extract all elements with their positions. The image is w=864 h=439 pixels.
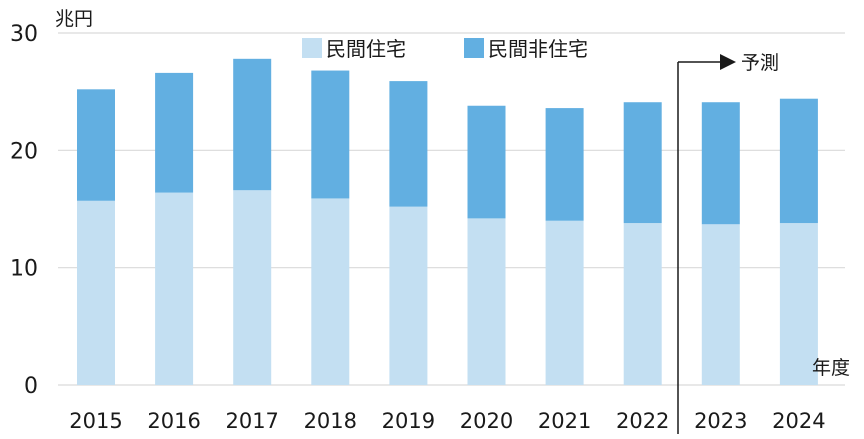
forecast-label: 予測: [741, 52, 779, 74]
x-axis-unit-label: 年度: [812, 357, 850, 379]
x-tick-label: 2019: [382, 409, 435, 433]
bar-residential-2024: [779, 223, 818, 385]
forecast-marker: 予測: [677, 52, 779, 434]
x-axis: 2015 2016 2017 2018 2019 2020 2021 2022 2023 2024: [69, 409, 825, 433]
y-axis: 0 10 20 30: [10, 22, 38, 399]
x-tick-label: 2016: [147, 409, 200, 433]
bar-non-residential-2023: [701, 102, 740, 225]
forecast-arrow-head: [720, 54, 736, 70]
bar-non-residential-2017: [233, 58, 272, 191]
bar-residential-2016: [155, 192, 194, 385]
bar-non-residential-2018: [311, 70, 350, 199]
x-tick-label: 2021: [538, 409, 591, 433]
bar-non-residential-2016: [155, 72, 194, 193]
y-axis-unit-label: 兆円: [55, 8, 93, 30]
legend-label-residential: 民間住宅: [326, 37, 406, 61]
bar-residential-2023: [701, 224, 740, 385]
bars: [77, 58, 818, 385]
x-tick-label: 2024: [772, 409, 825, 433]
bar-residential-2017: [233, 190, 272, 385]
legend-label-non-residential: 民間非住宅: [488, 37, 588, 61]
x-tick-label: 2020: [460, 409, 513, 433]
y-tick-label: 30: [10, 22, 38, 47]
bar-non-residential-2021: [545, 108, 584, 221]
x-tick-label: 2022: [616, 409, 669, 433]
x-tick-label: 2023: [694, 409, 747, 433]
bar-non-residential-2015: [77, 89, 115, 201]
y-tick-label: 10: [10, 257, 38, 282]
bar-residential-2021: [545, 220, 584, 385]
legend: 民間住宅 民間非住宅: [302, 37, 588, 61]
legend-swatch-non-residential: [464, 38, 484, 58]
bar-non-residential-2019: [389, 81, 428, 207]
legend-swatch-residential: [302, 38, 322, 58]
y-tick-label: 20: [10, 139, 38, 164]
x-tick-label: 2018: [304, 409, 357, 433]
x-tick-label: 2015: [69, 409, 122, 433]
bar-residential-2022: [623, 223, 662, 385]
bar-residential-2015: [77, 200, 115, 385]
bar-residential-2020: [467, 218, 506, 385]
x-tick-label: 2017: [225, 409, 278, 433]
bar-non-residential-2024: [779, 98, 818, 224]
bar-residential-2018: [311, 198, 350, 385]
y-tick-label: 0: [24, 374, 38, 399]
bar-non-residential-2022: [623, 102, 662, 224]
bar-residential-2019: [389, 206, 428, 385]
bar-non-residential-2020: [467, 105, 506, 219]
